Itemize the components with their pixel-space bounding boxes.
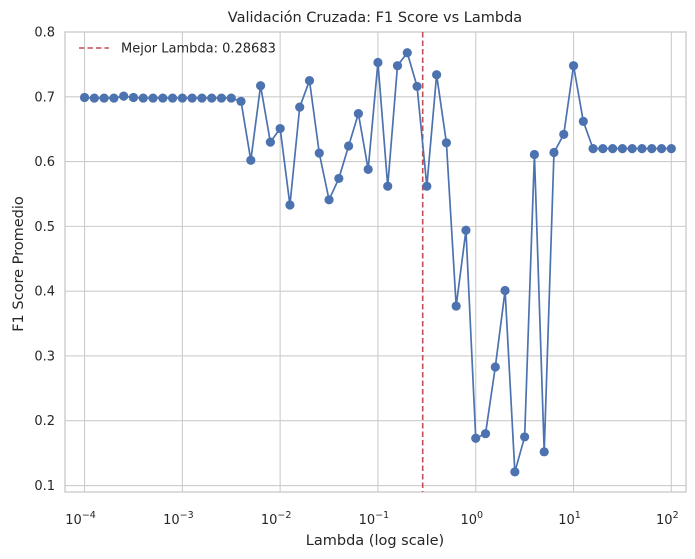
data-point	[109, 93, 119, 103]
data-point	[383, 181, 393, 191]
data-point	[363, 164, 373, 174]
data-point	[138, 93, 148, 103]
data-point	[79, 92, 90, 103]
x-tick-label: 100	[460, 510, 483, 528]
y-tick-label: 0.4	[34, 285, 55, 300]
data-point	[441, 138, 451, 148]
legend-label: Mejor Lambda: 0.28683	[121, 42, 276, 57]
grid-lines	[65, 31, 686, 492]
y-tick-label: 0.8	[34, 26, 55, 41]
y-tick-label: 0.6	[34, 155, 55, 170]
data-point	[167, 93, 178, 103]
data-point	[402, 48, 412, 58]
data-point	[647, 144, 657, 154]
data-point	[255, 81, 266, 91]
data-point	[578, 116, 588, 127]
data-point	[510, 467, 520, 477]
data-point	[99, 93, 109, 103]
data-point	[334, 173, 344, 184]
data-point	[617, 144, 628, 154]
y-axis-ticks: 0.1 0.2 0.3 0.4 0.5 0.6 0.7 0.8	[34, 26, 55, 495]
x-tick-label: 102	[656, 510, 679, 528]
data-point	[559, 129, 569, 139]
x-tick-label: 10−4	[65, 510, 96, 528]
x-tick-label: 10−3	[163, 510, 194, 528]
data-point	[392, 61, 403, 71]
x-axis-ticks: 10−4 10−3 10−2 10−1 100 101 102	[65, 510, 678, 528]
data-point	[314, 148, 324, 158]
y-tick-label: 0.5	[34, 220, 55, 235]
data-point	[158, 93, 168, 103]
data-point	[177, 93, 187, 103]
data-point	[236, 96, 246, 106]
data-point	[246, 155, 256, 165]
y-tick-label: 0.2	[34, 414, 55, 429]
data-point	[637, 144, 647, 154]
data-point	[461, 225, 471, 235]
data-point	[471, 433, 481, 443]
data-point	[432, 70, 442, 80]
data-point	[207, 93, 217, 103]
data-point	[627, 144, 637, 154]
x-axis-label: Lambda (log scale)	[306, 533, 444, 549]
data-point	[295, 102, 305, 112]
data-point	[529, 149, 540, 160]
data-point	[666, 144, 676, 154]
data-point	[422, 181, 432, 191]
data-point	[128, 92, 139, 103]
data-point	[588, 144, 598, 154]
x-tick-label: 101	[558, 510, 581, 528]
x-tick-label: 10−1	[359, 510, 390, 528]
data-point	[187, 93, 197, 103]
data-point	[285, 200, 295, 210]
data-point	[197, 93, 207, 103]
data-point	[656, 144, 667, 154]
y-tick-label: 0.3	[34, 349, 55, 364]
y-tick-label: 0.1	[34, 479, 55, 494]
data-point	[549, 147, 559, 158]
data-point	[89, 93, 99, 103]
plot-area	[64, 31, 687, 493]
legend: Mejor Lambda: 0.28683	[79, 42, 276, 57]
data-point	[412, 81, 422, 92]
data-point	[451, 301, 461, 311]
data-point	[500, 285, 510, 296]
data-point	[275, 123, 285, 134]
axes-frame	[64, 31, 687, 493]
data-point	[598, 144, 608, 154]
y-tick-label: 0.7	[34, 90, 55, 105]
data-point	[520, 432, 530, 442]
data-point	[490, 362, 500, 372]
x-tick-label: 10−2	[261, 510, 292, 528]
data-point	[148, 93, 158, 103]
chart-title: Validación Cruzada: F1 Score vs Lambda	[228, 10, 522, 26]
axes-spine	[64, 31, 687, 493]
data-point	[265, 137, 275, 147]
data-point	[373, 57, 383, 68]
data-point	[324, 195, 334, 205]
data-point	[216, 93, 227, 103]
data-point	[353, 109, 363, 119]
data-point	[344, 141, 354, 151]
series-group	[79, 48, 676, 477]
data-point	[304, 75, 315, 86]
data-point	[568, 61, 579, 71]
data-point	[119, 91, 129, 101]
data-point	[226, 93, 236, 103]
data-point	[539, 447, 549, 457]
data-point	[480, 429, 491, 439]
data-point	[608, 144, 618, 154]
y-axis-label: F1 Score Promedio	[11, 196, 27, 332]
